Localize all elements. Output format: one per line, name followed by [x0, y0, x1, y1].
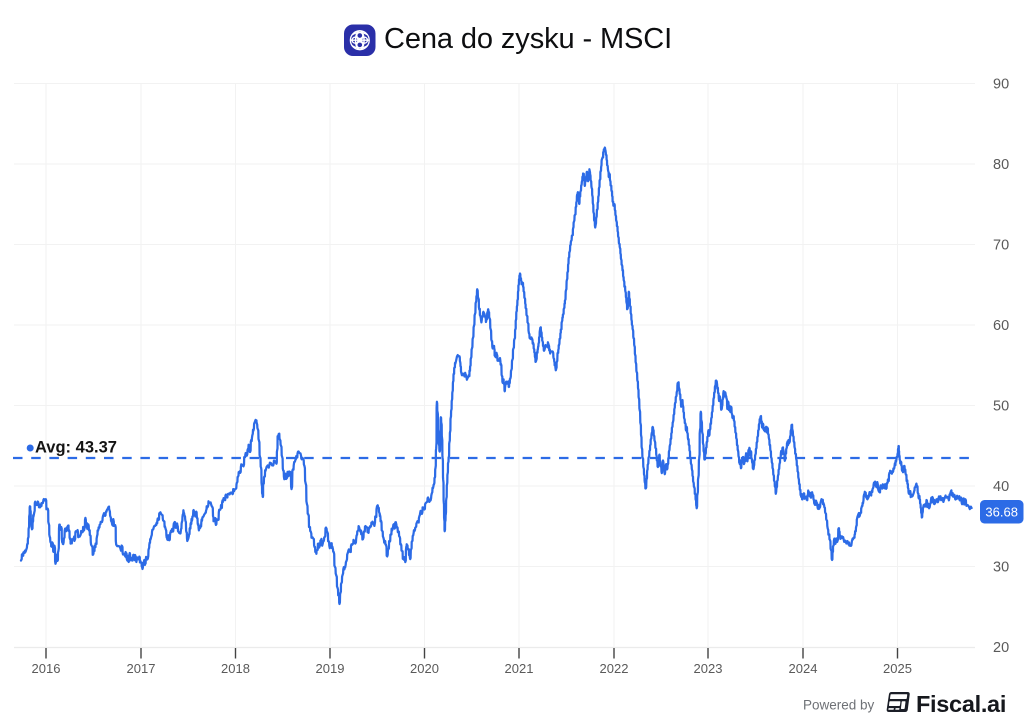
svg-text:2025: 2025 — [883, 661, 912, 676]
svg-text:2022: 2022 — [600, 661, 629, 676]
svg-text:90: 90 — [993, 76, 1009, 92]
svg-text:2017: 2017 — [127, 661, 156, 676]
svg-text:2019: 2019 — [316, 661, 345, 676]
svg-text:Cena do zysku - MSCI: Cena do zysku - MSCI — [384, 23, 672, 55]
svg-text:80: 80 — [993, 157, 1009, 173]
svg-text:60: 60 — [993, 318, 1009, 334]
svg-text:36.68: 36.68 — [985, 505, 1018, 520]
svg-text:2018: 2018 — [221, 661, 250, 676]
svg-text:2023: 2023 — [694, 661, 723, 676]
svg-text:2021: 2021 — [505, 661, 534, 676]
svg-text:2020: 2020 — [410, 661, 439, 676]
svg-text:Powered by: Powered by — [803, 698, 875, 713]
svg-text:50: 50 — [993, 398, 1009, 414]
svg-text:70: 70 — [993, 237, 1009, 253]
svg-text:30: 30 — [993, 559, 1009, 575]
svg-text:Fiscal.ai: Fiscal.ai — [916, 691, 1006, 717]
svg-text:2016: 2016 — [32, 661, 61, 676]
svg-text:40: 40 — [993, 479, 1009, 495]
svg-text:20: 20 — [993, 640, 1009, 656]
svg-text:2024: 2024 — [789, 661, 818, 676]
svg-text:Avg: 43.37: Avg: 43.37 — [35, 439, 117, 457]
